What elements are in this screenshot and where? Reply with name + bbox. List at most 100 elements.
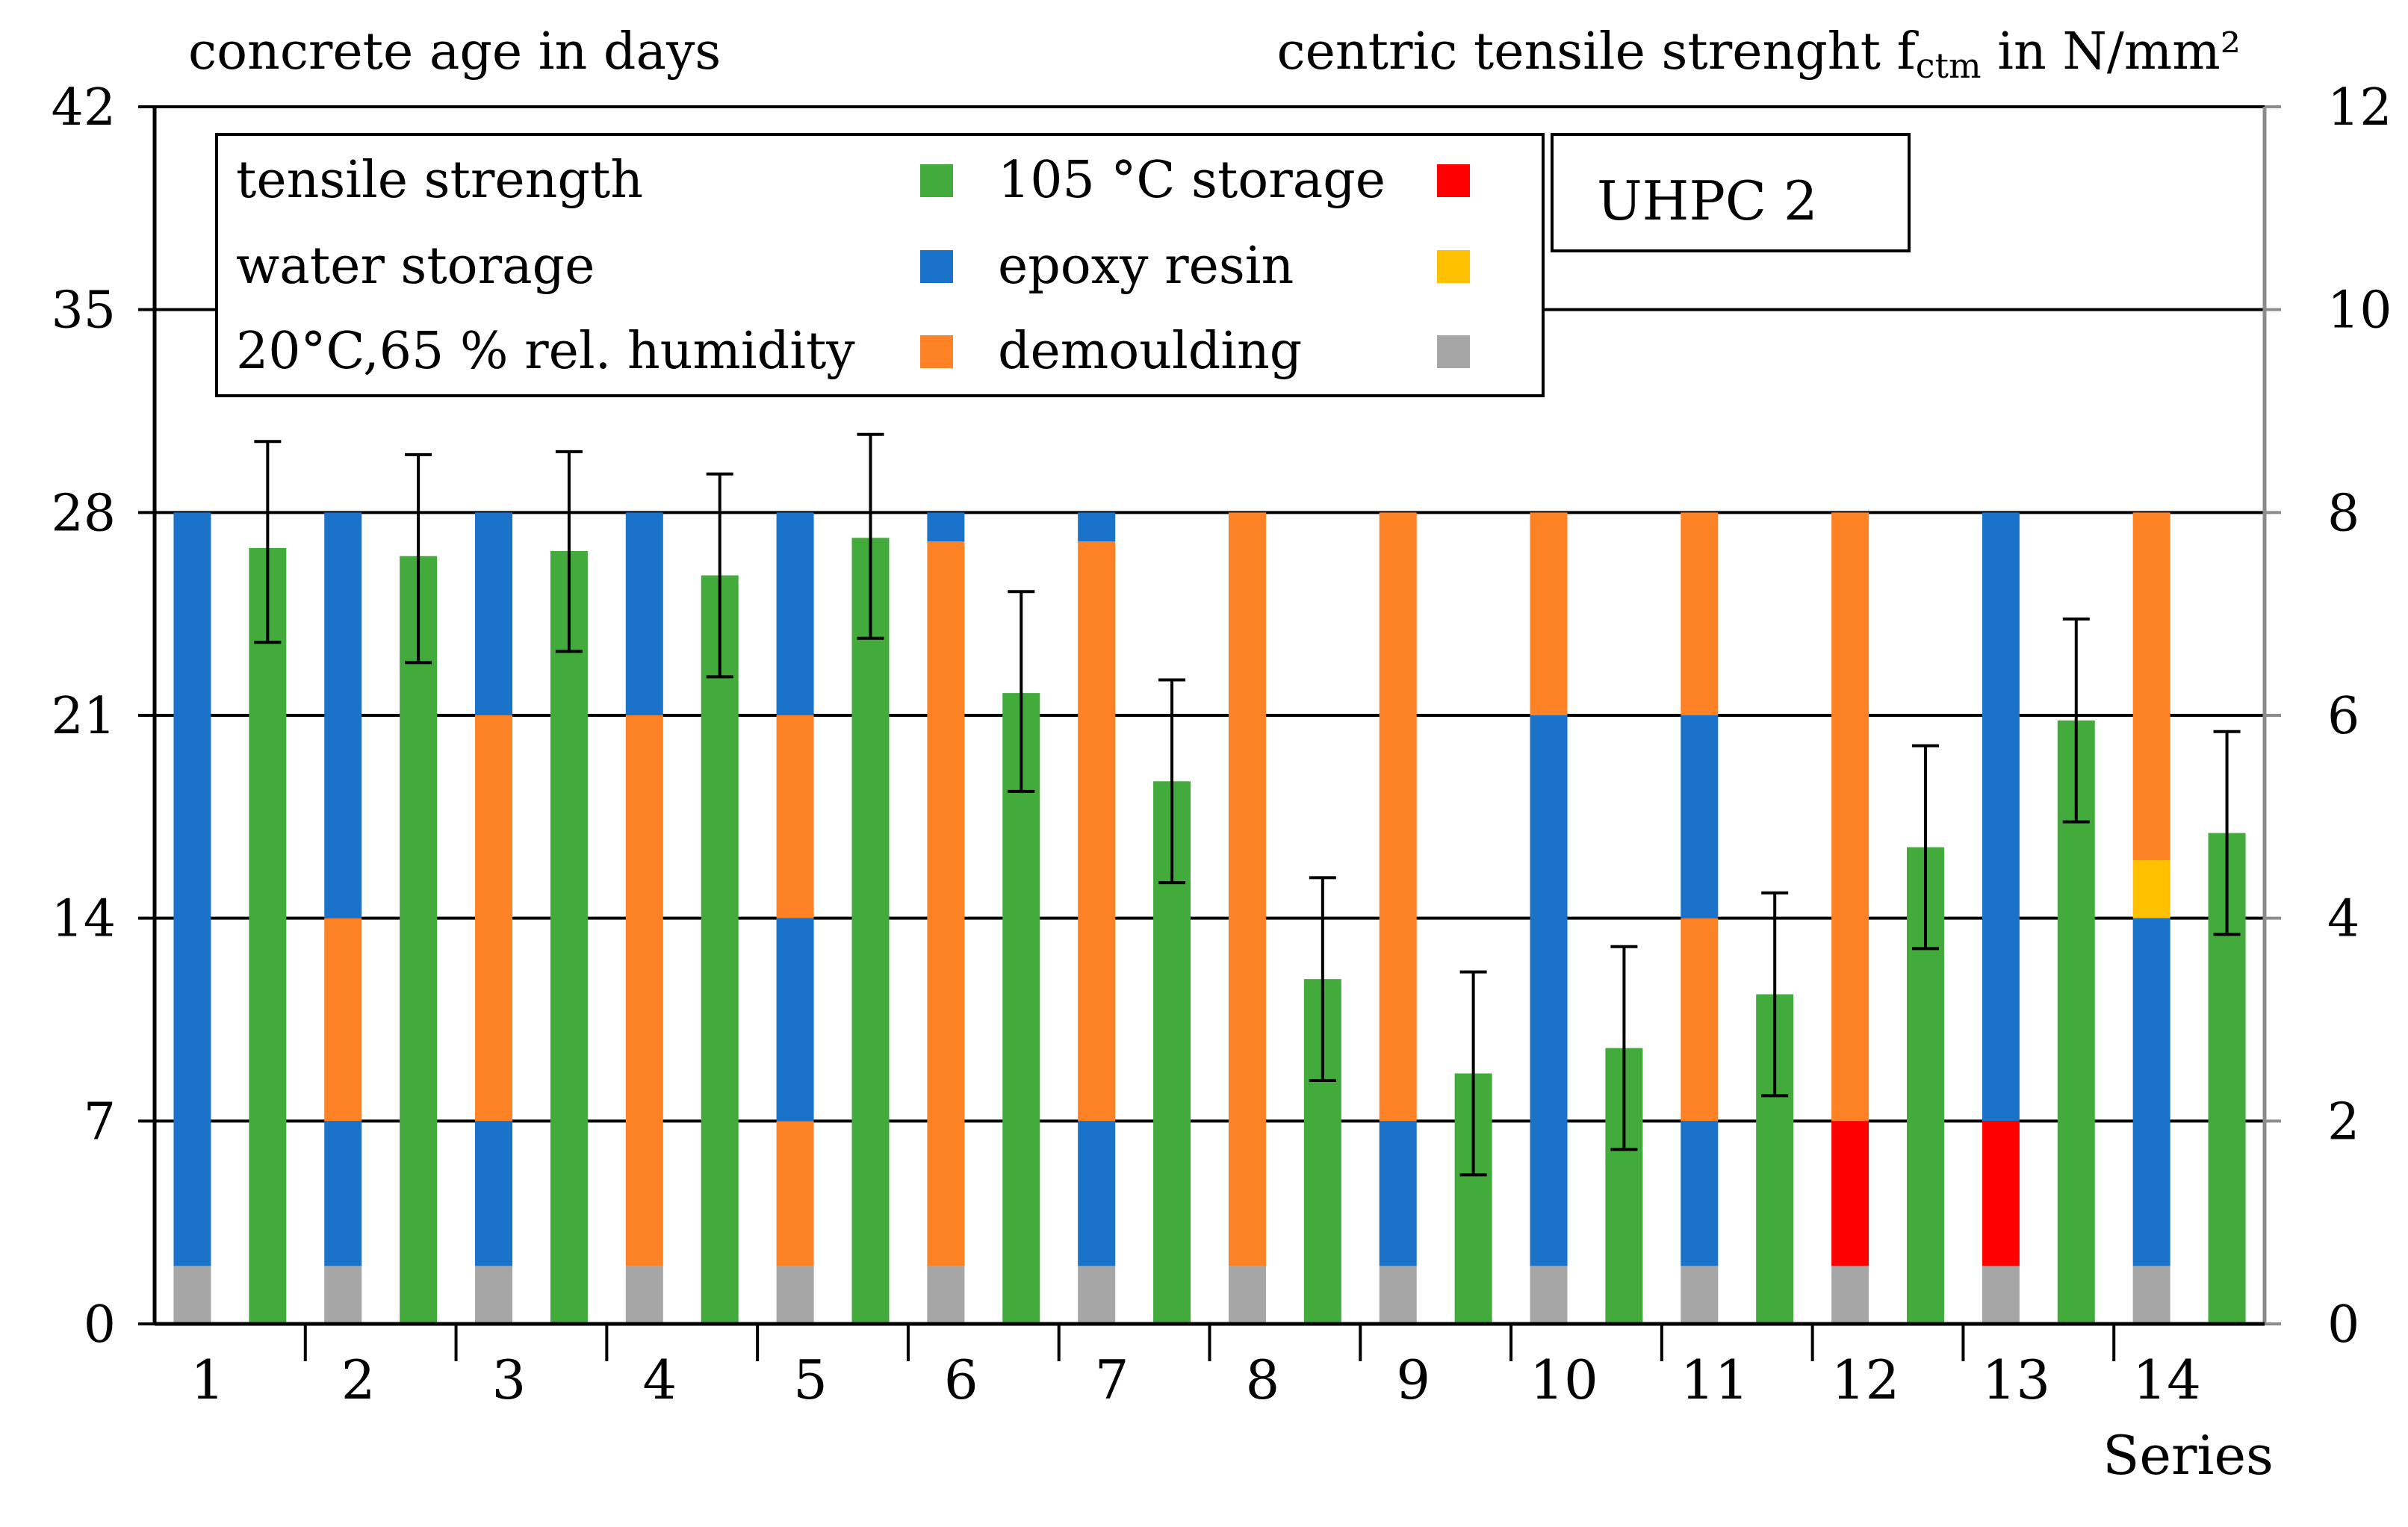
storage-segment-climate xyxy=(776,1121,814,1266)
category-label: 11 xyxy=(1681,1349,1749,1411)
storage-segment-climate xyxy=(1831,512,1869,1122)
legend-swatch-storage105 xyxy=(1437,164,1470,197)
category-label: 8 xyxy=(1245,1349,1279,1411)
right-tick-label: 0 xyxy=(2327,1296,2359,1355)
storage-segment-demoulding xyxy=(1078,1266,1116,1324)
storage-segment-water xyxy=(2132,918,2170,1266)
storage-segment-water xyxy=(1530,715,1568,1266)
storage-segment-water xyxy=(173,512,211,1266)
storage-segment-water xyxy=(324,1121,362,1266)
tensile-strength-bar xyxy=(701,575,739,1324)
category-label: 2 xyxy=(341,1349,376,1411)
storage-segment-demoulding xyxy=(2132,1266,2170,1324)
storage-segment-climate xyxy=(1681,918,1719,1122)
storage-segment-climate xyxy=(927,541,965,1266)
tensile-strength-bar xyxy=(851,538,890,1324)
right-tick-label: 6 xyxy=(2327,687,2359,746)
storage-segment-demoulding xyxy=(625,1266,663,1324)
series-badge: UHPC 2 xyxy=(1551,133,1911,252)
legend-swatch-tensile xyxy=(920,164,953,197)
storage-segment-climate xyxy=(475,715,513,1122)
category-label: 9 xyxy=(1396,1349,1430,1411)
storage-segment-demoulding xyxy=(927,1266,965,1324)
storage-segment-demoulding xyxy=(1228,1266,1266,1324)
left-tick-label: 21 xyxy=(51,687,116,746)
left-axis-title: concrete age in days xyxy=(188,22,721,81)
tensile-strength-bar xyxy=(400,556,438,1324)
right-tick-label: 10 xyxy=(2327,282,2392,340)
storage-segment-water xyxy=(324,512,362,918)
storage-segment-demoulding xyxy=(1831,1266,1869,1324)
storage-segment-water xyxy=(1078,512,1116,542)
category-label: 14 xyxy=(2132,1349,2201,1411)
storage-segment-water xyxy=(927,512,965,542)
storage-segment-demoulding xyxy=(1379,1266,1417,1324)
right-tick-label: 4 xyxy=(2327,890,2359,949)
storage-segment-climate xyxy=(1078,541,1116,1122)
storage-segment-water xyxy=(1681,1121,1719,1266)
storage-segment-demoulding xyxy=(1982,1266,2020,1324)
legend-label: 105 °C storage xyxy=(998,151,1385,210)
legend-label: 20°C,65 % rel. humidity xyxy=(236,322,855,381)
left-tick-label: 28 xyxy=(51,484,116,543)
category-label: 13 xyxy=(1982,1349,2051,1411)
storage-segment-demoulding xyxy=(475,1266,513,1324)
storage-segment-climate xyxy=(1530,512,1568,715)
bars xyxy=(173,432,2246,1325)
legend: tensile strength 105 °C storage water stor… xyxy=(215,133,1545,397)
category-label: 5 xyxy=(793,1349,828,1411)
storage-segment-water xyxy=(776,918,814,1122)
storage-segment-water xyxy=(1681,715,1719,918)
right-tick-label: 2 xyxy=(2327,1092,2359,1151)
category-label: 10 xyxy=(1530,1349,1598,1411)
legend-label: water storage xyxy=(236,237,595,296)
legend-swatch-climate xyxy=(920,335,953,368)
storage-segment-climate xyxy=(2132,512,2170,861)
right-axis-title: centric tensile strenght fctm in N/mm² xyxy=(1277,22,2241,86)
left-tick-label: 14 xyxy=(51,890,116,949)
tensile-strength-bar xyxy=(550,550,588,1325)
badge-box xyxy=(1551,133,1911,252)
right-tick-label: 12 xyxy=(2327,78,2392,137)
storage-segment-demoulding xyxy=(776,1266,814,1324)
tensile-strength-bar xyxy=(1002,693,1040,1324)
storage-segment-water xyxy=(776,512,814,715)
storage-segment-climate xyxy=(1379,512,1417,1122)
storage-segment-demoulding xyxy=(173,1266,211,1324)
category-label: 7 xyxy=(1095,1349,1129,1411)
storage-segment-demoulding xyxy=(324,1266,362,1324)
right-axis-title-subscript: ctm xyxy=(1916,46,1982,86)
x-axis-title: Series xyxy=(2103,1424,2274,1487)
storage-segment-water xyxy=(475,1121,513,1266)
legend-label: epoxy resin xyxy=(998,237,1294,296)
storage-segment-storage105 xyxy=(1982,1121,2020,1266)
category-label: 6 xyxy=(944,1349,978,1411)
storage-segment-climate xyxy=(625,715,663,1266)
tensile-strength-bar xyxy=(249,547,287,1324)
left-tick-label: 0 xyxy=(84,1296,116,1355)
badge-label: UHPC 2 xyxy=(1597,170,1818,232)
legend-swatch-demoulding xyxy=(1437,335,1470,368)
right-axis-title-unit: in N/mm² xyxy=(1982,22,2241,81)
category-label: 1 xyxy=(190,1349,225,1411)
storage-segment-epoxy xyxy=(2132,860,2170,918)
storage-segment-water xyxy=(1982,512,2020,1122)
storage-segment-climate xyxy=(1681,512,1719,715)
storage-segment-water xyxy=(1078,1121,1116,1266)
category-label: 4 xyxy=(642,1349,677,1411)
legend-label: tensile strength xyxy=(236,151,643,210)
storage-segment-demoulding xyxy=(1530,1266,1568,1324)
legend-swatch-water xyxy=(920,250,953,283)
category-label: 12 xyxy=(1831,1349,1900,1411)
right-axis-title-main: centric tensile strenght f xyxy=(1277,22,1920,81)
storage-segment-demoulding xyxy=(1681,1266,1719,1324)
axis-labels: concrete age in days centric tensile str… xyxy=(188,22,2274,1487)
legend-box xyxy=(215,133,1545,397)
left-tick-label: 42 xyxy=(51,78,116,137)
storage-segment-water xyxy=(625,512,663,715)
left-tick-label: 35 xyxy=(51,282,116,340)
category-label: 3 xyxy=(492,1349,527,1411)
